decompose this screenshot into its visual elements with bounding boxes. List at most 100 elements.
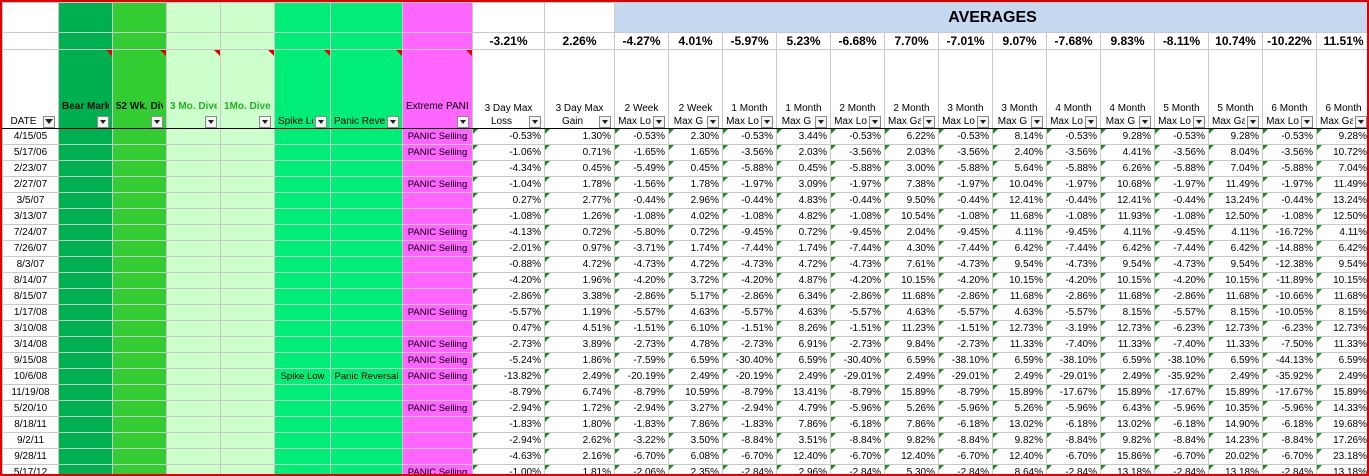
metric-value-cell[interactable]: -35.92% xyxy=(1262,368,1317,385)
metric-value-cell[interactable]: -8.84% xyxy=(1046,432,1101,449)
metric-value-cell[interactable]: -0.44% xyxy=(722,192,777,209)
metric-value-cell[interactable]: -4.73% xyxy=(830,256,885,273)
metric-value-cell[interactable]: -7.40% xyxy=(1154,336,1209,353)
metric-value-cell[interactable]: -4.63% xyxy=(472,448,545,465)
metric-value-cell[interactable]: 11.68% xyxy=(1100,288,1155,305)
metric-value-cell[interactable]: -4.73% xyxy=(1046,256,1101,273)
bear-cell[interactable] xyxy=(58,304,113,321)
spike-low-cell[interactable] xyxy=(274,352,331,369)
mo1-cell[interactable] xyxy=(220,288,275,305)
metric-value-cell[interactable]: 13.18% xyxy=(1100,464,1155,474)
dropdown-arrow-icon[interactable] xyxy=(923,116,935,128)
metric-value-cell[interactable]: -12.38% xyxy=(1262,256,1317,273)
metric-value-cell[interactable]: 11.68% xyxy=(992,208,1047,225)
metric-value-cell[interactable]: 2.04% xyxy=(884,224,939,241)
metric-value-cell[interactable]: -38.10% xyxy=(938,352,993,369)
metric-value-cell[interactable]: 12.73% xyxy=(1208,320,1263,337)
spike-low-cell[interactable] xyxy=(274,240,331,257)
metric-value-cell[interactable]: -1.83% xyxy=(614,416,669,433)
metric-value-cell[interactable]: 11.49% xyxy=(1208,176,1263,193)
metric-value-cell[interactable]: -4.20% xyxy=(1154,272,1209,289)
average-value[interactable]: 11.51% xyxy=(1315,32,1367,50)
metric-value-cell[interactable]: -2.86% xyxy=(614,288,669,305)
blank-cell[interactable] xyxy=(2,32,59,50)
metric-value-cell[interactable]: 3.27% xyxy=(668,400,723,417)
metric-value-cell[interactable]: -3.56% xyxy=(938,144,993,161)
average-value[interactable]: 9.83% xyxy=(1100,32,1155,50)
metric-value-cell[interactable]: 3.72% xyxy=(668,272,723,289)
metric-value-cell[interactable]: 9.28% xyxy=(1100,128,1155,145)
mo3-cell[interactable] xyxy=(166,416,221,433)
header-mo3[interactable]: 3 Mo. Divergent Low Spotte xyxy=(166,49,221,129)
metric-value-cell[interactable]: 1.26% xyxy=(544,208,615,225)
bear-cell[interactable] xyxy=(58,256,113,273)
metric-value-cell[interactable]: 10.54% xyxy=(884,208,939,225)
panic-reversal-cell[interactable] xyxy=(330,224,403,241)
metric-value-cell[interactable]: 4.41% xyxy=(1100,144,1155,161)
metric-value-cell[interactable]: 15.89% xyxy=(884,384,939,401)
metric-value-cell[interactable]: -16.72% xyxy=(1262,224,1317,241)
dropdown-arrow-icon[interactable] xyxy=(599,116,611,128)
header-metric[interactable]: 2 Week Max Lo xyxy=(614,49,669,129)
metric-value-cell[interactable]: 15.89% xyxy=(1100,384,1155,401)
dropdown-arrow-icon[interactable] xyxy=(97,116,109,128)
wk52-cell[interactable] xyxy=(112,288,167,305)
panrev-color-cell[interactable] xyxy=(330,32,403,50)
metric-value-cell[interactable]: 1.30% xyxy=(544,128,615,145)
metric-value-cell[interactable]: 3.50% xyxy=(668,432,723,449)
metric-value-cell[interactable]: 0.45% xyxy=(776,160,831,177)
header-metric[interactable]: 4 Month Max Lo xyxy=(1046,49,1101,129)
metric-value-cell[interactable]: -38.10% xyxy=(1046,352,1101,369)
metric-value-cell[interactable]: 2.49% xyxy=(1100,368,1155,385)
panic-selling-cell[interactable] xyxy=(402,288,473,305)
panic-selling-cell[interactable]: PANIC Selling xyxy=(402,400,473,417)
spike-low-cell[interactable] xyxy=(274,272,331,289)
header-spike[interactable]: Spike Lo xyxy=(274,49,331,129)
panic-selling-cell[interactable]: PANIC Selling xyxy=(402,224,473,241)
metric-value-cell[interactable]: -6.70% xyxy=(938,448,993,465)
metric-value-cell[interactable]: 2.96% xyxy=(776,464,831,474)
metric-value-cell[interactable]: 10.15% xyxy=(884,272,939,289)
metric-value-cell[interactable]: 1.78% xyxy=(668,176,723,193)
metric-value-cell[interactable]: 12.40% xyxy=(776,448,831,465)
metric-value-cell[interactable]: 3.44% xyxy=(776,128,831,145)
bear-cell[interactable] xyxy=(58,448,113,465)
metric-value-cell[interactable]: -8.79% xyxy=(830,384,885,401)
metric-value-cell[interactable]: -2.73% xyxy=(614,336,669,353)
metric-value-cell[interactable]: -2.01% xyxy=(472,240,545,257)
metric-value-cell[interactable]: 9.82% xyxy=(1100,432,1155,449)
metric-value-cell[interactable]: -0.44% xyxy=(938,192,993,209)
metric-value-cell[interactable]: 12.73% xyxy=(1100,320,1155,337)
metric-value-cell[interactable]: -2.94% xyxy=(722,400,777,417)
metric-value-cell[interactable]: -1.51% xyxy=(938,320,993,337)
metric-value-cell[interactable]: -6.18% xyxy=(1154,416,1209,433)
metric-value-cell[interactable]: -1.08% xyxy=(1154,208,1209,225)
dropdown-arrow-icon[interactable] xyxy=(151,116,163,128)
metric-value-cell[interactable]: 14.90% xyxy=(1208,416,1263,433)
average-value[interactable]: -7.68% xyxy=(1046,32,1101,50)
metric-value-cell[interactable]: -0.53% xyxy=(614,128,669,145)
bear-cell[interactable] xyxy=(58,176,113,193)
panic-selling-cell[interactable] xyxy=(402,432,473,449)
metric-value-cell[interactable]: 1.72% xyxy=(544,400,615,417)
metric-value-cell[interactable]: -1.08% xyxy=(722,208,777,225)
metric-value-cell[interactable]: -10.05% xyxy=(1262,304,1317,321)
panic-reversal-cell[interactable] xyxy=(330,256,403,273)
metric-value-cell[interactable]: 2.16% xyxy=(544,448,615,465)
metric-value-cell[interactable]: 15.89% xyxy=(1208,384,1263,401)
wk52-cell[interactable] xyxy=(112,400,167,417)
metric-value-cell[interactable]: 10.35% xyxy=(1208,400,1263,417)
metric-value-cell[interactable]: 4.11% xyxy=(1100,224,1155,241)
metric-value-cell[interactable]: 1.78% xyxy=(544,176,615,193)
metric-value-cell[interactable]: 6.42% xyxy=(1100,240,1155,257)
metric-value-cell[interactable]: 2.49% xyxy=(668,368,723,385)
metric-value-cell[interactable]: -29.01% xyxy=(1046,368,1101,385)
wk52-cell[interactable] xyxy=(112,432,167,449)
panic-selling-cell[interactable]: PANIC Selling xyxy=(402,336,473,353)
date-cell[interactable]: 4/15/05 xyxy=(2,128,59,145)
metric-value-cell[interactable]: 13.18% xyxy=(1315,464,1367,474)
metric-value-cell[interactable]: -4.73% xyxy=(1154,256,1209,273)
panic-reversal-cell[interactable] xyxy=(330,144,403,161)
wk52-cell[interactable] xyxy=(112,128,167,145)
panic-selling-cell[interactable]: PANIC Selling xyxy=(402,144,473,161)
